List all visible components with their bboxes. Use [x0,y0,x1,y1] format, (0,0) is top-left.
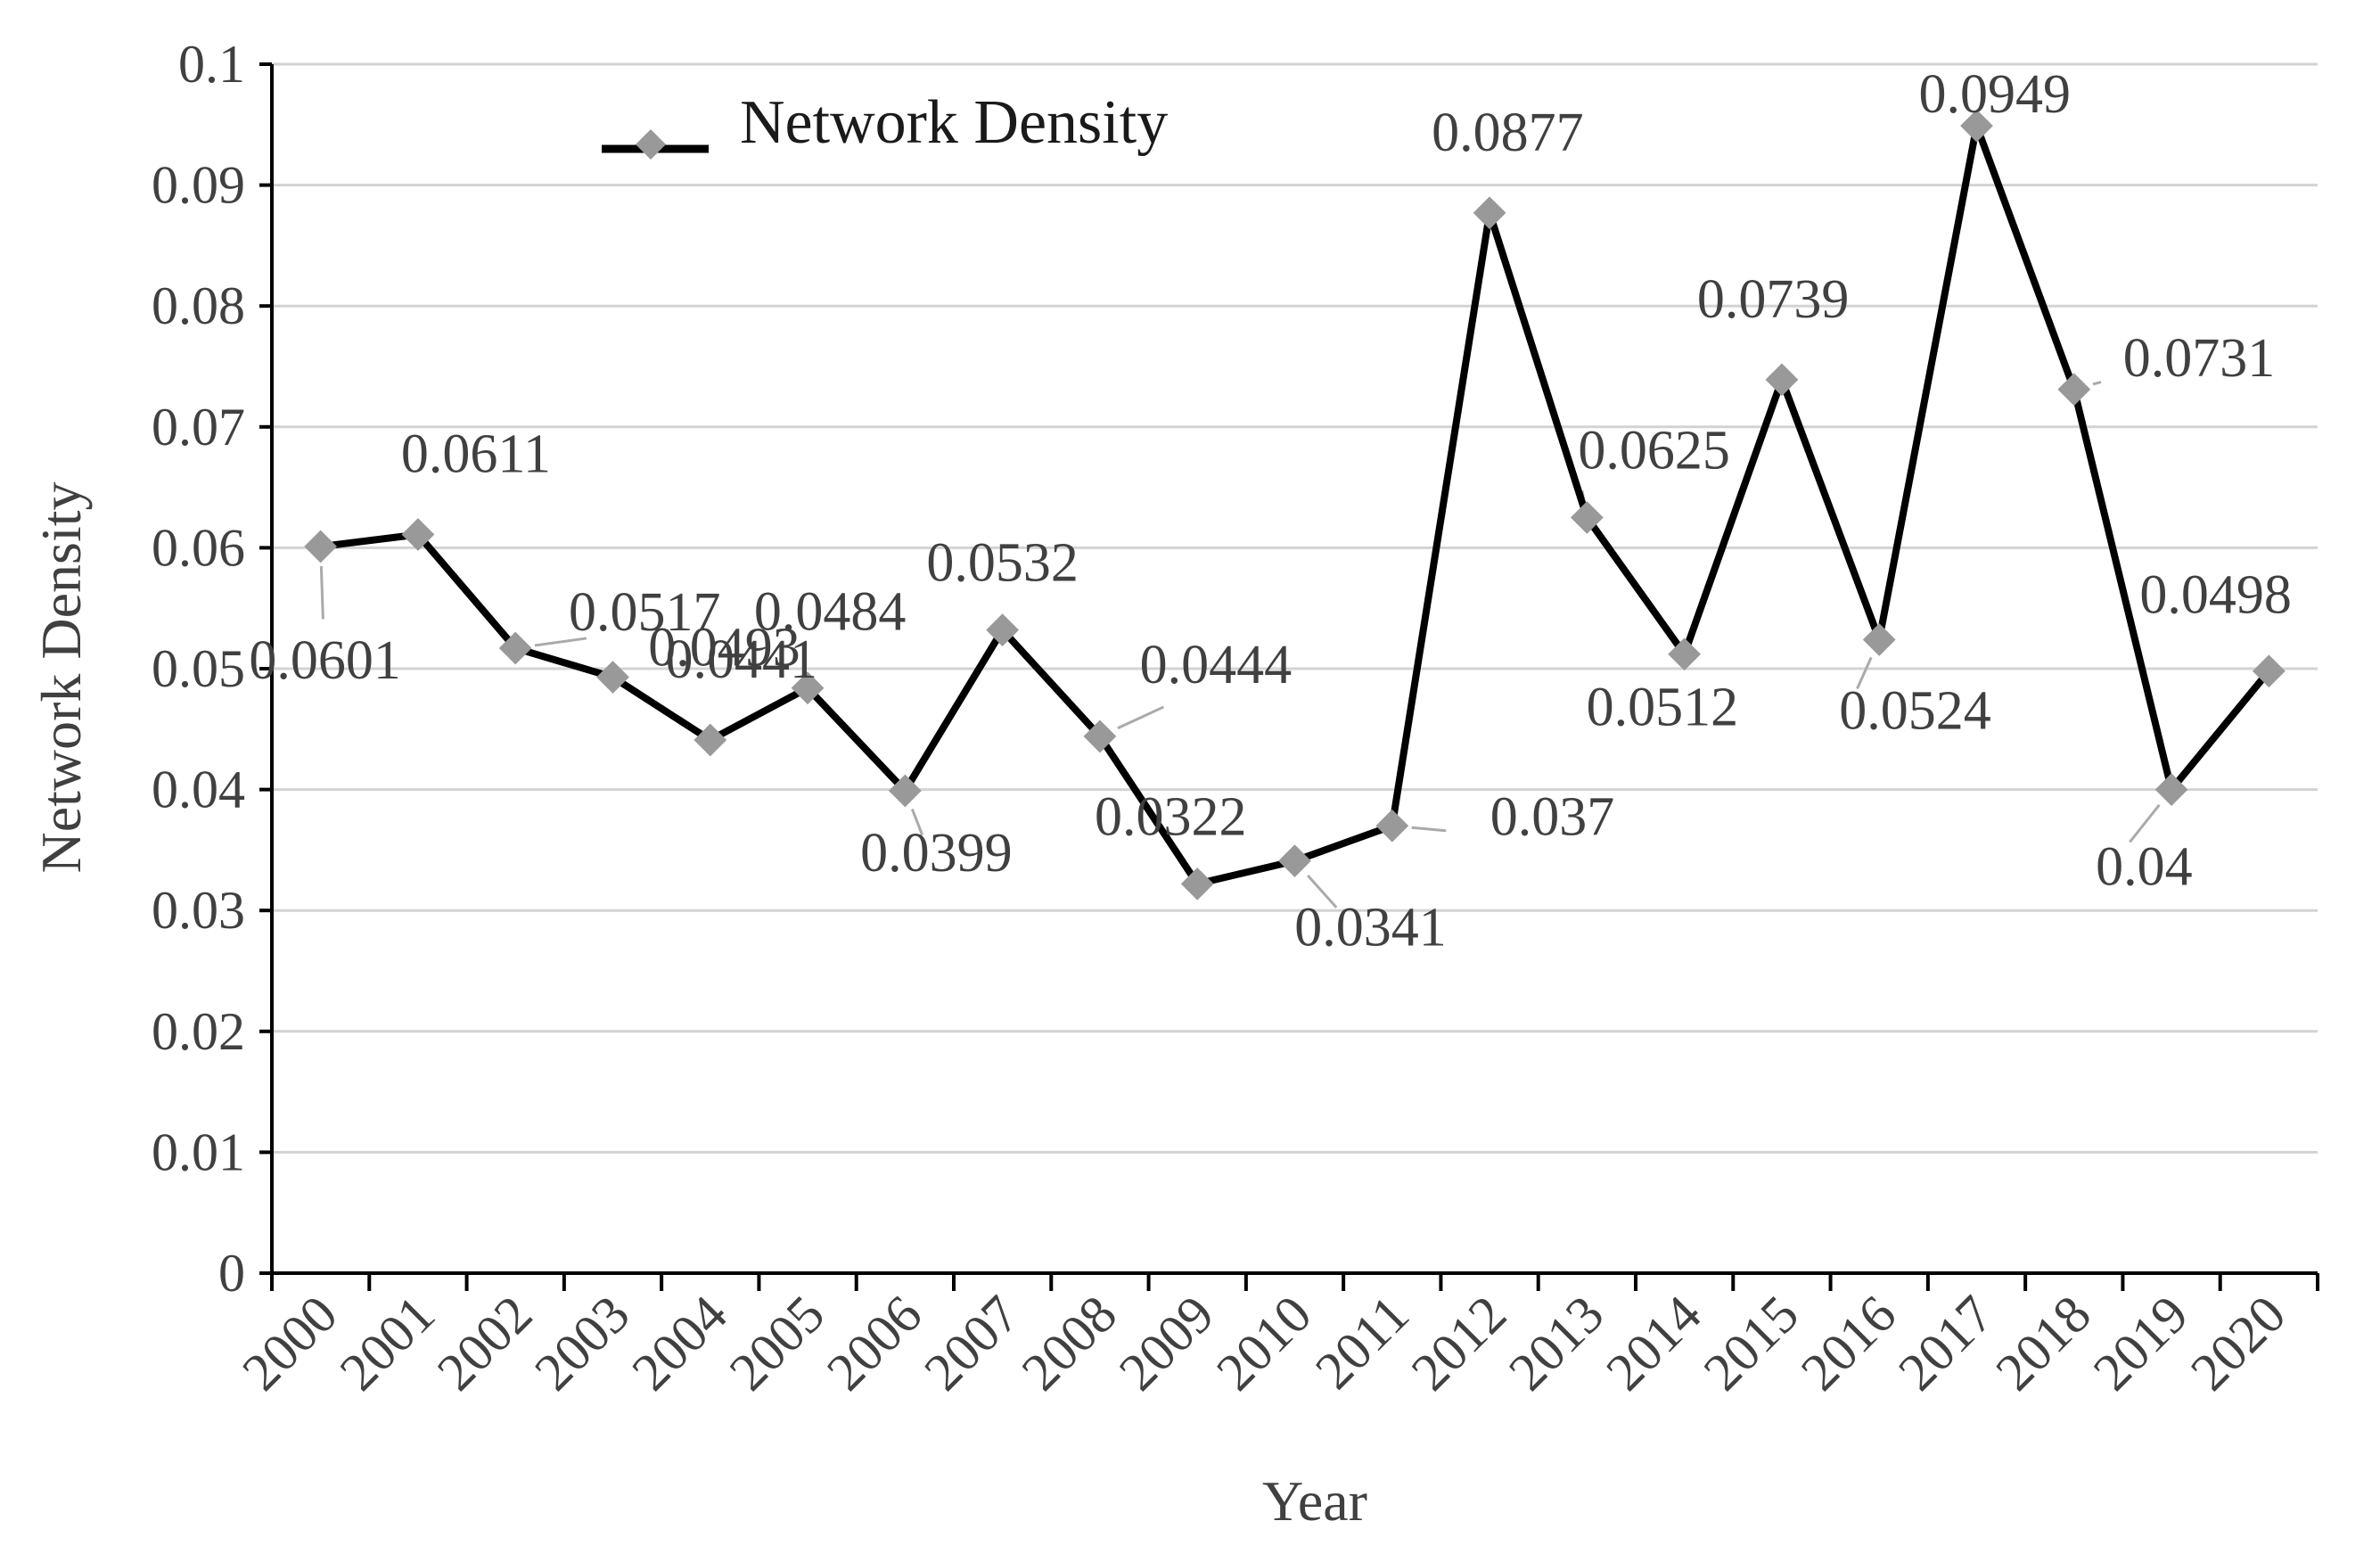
data-point-marker [693,723,727,757]
y-tick-label: 0.01 [152,1122,245,1181]
data-label: 0.0625 [1578,421,1730,481]
data-label: 0.0731 [2123,328,2276,389]
data-point-marker [1083,719,1117,753]
x-tick-label: 2019 [2082,1285,2200,1402]
y-tick-label: 0.08 [152,276,245,335]
y-tick-label: 0.1 [178,35,245,94]
data-label: 0.04 [2096,837,2193,898]
data-label-leader [2092,381,2102,386]
data-point-marker [1180,867,1214,900]
series-line [320,112,2272,888]
data-label-leader [1307,874,1338,909]
series-layer [304,109,2286,900]
x-tick-label: 2005 [718,1285,836,1402]
data-label: 0.0484 [754,582,907,643]
data-label-leader [1856,656,1873,690]
data-label-leader [1117,705,1165,730]
data-label: 0.0611 [401,423,551,484]
data-label: 0.0341 [1294,898,1447,958]
y-tick-label: 0.05 [152,639,245,698]
data-label: 0.0532 [926,533,1079,594]
legend-label: Network Density [740,88,1168,157]
x-tick-label: 2016 [1790,1285,1908,1402]
data-point-marker [2154,773,2188,806]
x-tick-label: 2014 [1595,1285,1712,1402]
x-tick-label: 2009 [1108,1285,1226,1402]
data-label: 0.0877 [1432,103,1584,163]
y-tick-label: 0.07 [152,398,245,456]
y-tick-label: 0.09 [152,156,245,215]
legend-marker-swatch [636,129,666,160]
data-point-marker [1278,844,1311,877]
x-tick-label: 2017 [1887,1285,2005,1402]
y-tick-label: 0.02 [152,1002,245,1061]
x-tick-label: 2012 [1400,1285,1518,1402]
legend: Network Density [602,88,1168,160]
data-label: 0.0399 [860,823,1013,884]
data-label-leader [910,808,924,835]
y-tick-label: 0.06 [152,518,245,577]
x-tick-label: 2020 [2179,1285,2297,1402]
data-label: 0.0498 [2139,565,2292,626]
data-point-marker [498,631,532,665]
x-tick-label: 2011 [1304,1285,1420,1401]
data-point-marker [1570,501,1604,534]
data-label: 0.0444 [1140,635,1293,695]
x-tick-label: 2000 [231,1285,349,1402]
data-point-marker [1765,363,1799,397]
data-label-leader [2129,803,2161,843]
x-tick-label: 2013 [1498,1285,1615,1402]
data-label-leader [319,565,324,620]
x-tick-label: 2004 [620,1285,738,1402]
data-label: 0.037 [1490,786,1615,847]
x-tick-label: 2003 [523,1285,641,1402]
y-tick-label: 0.04 [152,761,245,819]
data-label: 0.0512 [1587,678,1739,738]
data-label: 0.0601 [249,630,401,691]
x-tick-label: 2002 [426,1285,544,1402]
data-label: 0.0949 [1919,64,2072,125]
y-tick-label: 0.03 [152,881,245,940]
data-point-marker [986,613,1020,646]
data-label: 0.0524 [1839,680,1991,741]
data-point-marker [401,518,435,551]
data-point-marker [304,530,338,563]
data-label: 0.0441 [666,629,818,690]
data-label-leader [1411,826,1447,833]
data-label: 0.0322 [1095,786,1247,847]
axes: 0 0.01 0.02 0.03 0.04 0.05 0.06 0.07 0.08 0.09 0.1… [152,35,2319,1402]
label-leader-lines [319,381,2161,909]
data-point-marker [596,661,629,694]
data-point-marker [2252,654,2286,688]
data-point-marker [1375,809,1409,843]
x-tick-label: 2006 [816,1285,933,1402]
data-point-marker [1862,623,1896,656]
y-tick-label: 0 [218,1244,245,1303]
data-point-marker [2057,373,2091,407]
data-label: 0.0517 [569,582,721,643]
x-axis-title: Year [1262,1469,1367,1533]
data-label: 0.0739 [1697,269,1850,330]
data-point-marker [791,671,825,705]
data-point-marker [1960,109,1993,143]
x-tick-label: 2008 [1011,1285,1128,1402]
data-point-marker [1473,196,1506,230]
gridlines [272,62,2318,1154]
data-point-marker [1668,637,1702,671]
x-tick-label: 2015 [1693,1285,1810,1402]
x-tick-label: 2007 [913,1285,1030,1402]
data-label-leader [534,637,587,647]
x-tick-label: 2010 [1205,1285,1323,1402]
x-tick-label: 2001 [329,1285,447,1402]
x-tick-label: 2018 [1984,1285,2102,1402]
data-label: 0.0493 [648,617,800,678]
y-axis-title: Network Density [29,481,93,873]
